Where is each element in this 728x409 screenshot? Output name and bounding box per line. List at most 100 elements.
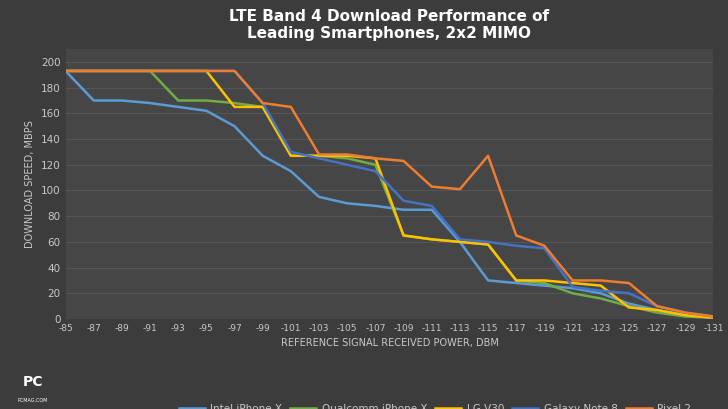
Qualcomm iPhone X xyxy=(343,156,352,161)
Galaxy Note 8 xyxy=(681,310,689,315)
LG V30 xyxy=(90,68,98,73)
Intel iPhone X xyxy=(117,98,126,103)
Galaxy Note 8 xyxy=(483,239,492,244)
Qualcomm iPhone X xyxy=(61,68,70,73)
Qualcomm iPhone X xyxy=(314,153,323,158)
Qualcomm iPhone X xyxy=(371,162,380,167)
Qualcomm iPhone X xyxy=(596,296,605,301)
Intel iPhone X xyxy=(61,68,70,73)
LG V30 xyxy=(258,104,267,109)
Qualcomm iPhone X xyxy=(653,310,662,315)
Intel iPhone X xyxy=(314,194,323,199)
LG V30 xyxy=(146,68,154,73)
Qualcomm iPhone X xyxy=(540,281,549,285)
LG V30 xyxy=(230,104,239,109)
Qualcomm iPhone X xyxy=(287,153,296,158)
Pixel 2 xyxy=(287,104,296,109)
Intel iPhone X xyxy=(146,101,154,106)
Qualcomm iPhone X xyxy=(399,233,408,238)
Galaxy Note 8 xyxy=(117,68,126,73)
Galaxy Note 8 xyxy=(399,198,408,203)
LG V30 xyxy=(399,233,408,238)
LG V30 xyxy=(569,281,577,285)
LG V30 xyxy=(371,156,380,161)
Pixel 2 xyxy=(90,68,98,73)
LG V30 xyxy=(314,153,323,158)
Intel iPhone X xyxy=(569,286,577,291)
Text: PCMAG.COM: PCMAG.COM xyxy=(17,398,48,402)
Qualcomm iPhone X xyxy=(174,98,183,103)
Intel iPhone X xyxy=(512,281,521,285)
Galaxy Note 8 xyxy=(146,68,154,73)
Pixel 2 xyxy=(371,156,380,161)
Pixel 2 xyxy=(569,278,577,283)
Legend: Intel iPhone X, Qualcomm iPhone X, LG V30, Galaxy Note 8, Pixel 2: Intel iPhone X, Qualcomm iPhone X, LG V3… xyxy=(175,400,695,409)
Intel iPhone X xyxy=(343,201,352,206)
Galaxy Note 8 xyxy=(540,246,549,251)
LG V30 xyxy=(709,315,718,320)
Pixel 2 xyxy=(343,152,352,157)
Galaxy Note 8 xyxy=(202,68,210,73)
Galaxy Note 8 xyxy=(287,149,296,154)
Pixel 2 xyxy=(399,158,408,163)
Pixel 2 xyxy=(540,243,549,248)
LG V30 xyxy=(512,278,521,283)
Intel iPhone X xyxy=(371,203,380,208)
Intel iPhone X xyxy=(625,301,633,306)
Galaxy Note 8 xyxy=(456,237,464,242)
Pixel 2 xyxy=(456,187,464,192)
Qualcomm iPhone X xyxy=(625,304,633,309)
Qualcomm iPhone X xyxy=(569,291,577,296)
Pixel 2 xyxy=(596,278,605,283)
Line: Pixel 2: Pixel 2 xyxy=(66,71,713,317)
LG V30 xyxy=(427,237,436,242)
Line: LG V30: LG V30 xyxy=(66,71,713,318)
LG V30 xyxy=(287,153,296,158)
Intel iPhone X xyxy=(540,283,549,288)
Pixel 2 xyxy=(230,68,239,73)
Galaxy Note 8 xyxy=(371,169,380,174)
LG V30 xyxy=(174,68,183,73)
Galaxy Note 8 xyxy=(709,314,718,319)
Intel iPhone X xyxy=(399,207,408,212)
Pixel 2 xyxy=(258,101,267,106)
Pixel 2 xyxy=(681,310,689,315)
Galaxy Note 8 xyxy=(569,284,577,289)
Galaxy Note 8 xyxy=(625,291,633,296)
Galaxy Note 8 xyxy=(512,243,521,248)
Galaxy Note 8 xyxy=(653,304,662,309)
Intel iPhone X xyxy=(681,313,689,318)
Galaxy Note 8 xyxy=(258,101,267,106)
Intel iPhone X xyxy=(90,98,98,103)
Galaxy Note 8 xyxy=(90,68,98,73)
Intel iPhone X xyxy=(174,104,183,109)
Pixel 2 xyxy=(117,68,126,73)
LG V30 xyxy=(117,68,126,73)
Intel iPhone X xyxy=(653,308,662,312)
LG V30 xyxy=(653,308,662,312)
Qualcomm iPhone X xyxy=(456,239,464,244)
Galaxy Note 8 xyxy=(427,203,436,208)
LG V30 xyxy=(596,283,605,288)
Pixel 2 xyxy=(146,68,154,73)
Qualcomm iPhone X xyxy=(230,101,239,106)
Intel iPhone X xyxy=(258,153,267,158)
Pixel 2 xyxy=(709,314,718,319)
Qualcomm iPhone X xyxy=(483,242,492,247)
Intel iPhone X xyxy=(483,278,492,283)
Line: Qualcomm iPhone X: Qualcomm iPhone X xyxy=(66,71,713,318)
Title: LTE Band 4 Download Performance of
Leading Smartphones, 2x2 MIMO: LTE Band 4 Download Performance of Leadi… xyxy=(229,9,550,41)
Qualcomm iPhone X xyxy=(117,68,126,73)
Pixel 2 xyxy=(61,68,70,73)
Qualcomm iPhone X xyxy=(90,68,98,73)
Intel iPhone X xyxy=(230,124,239,129)
Text: PC: PC xyxy=(23,375,43,389)
LG V30 xyxy=(681,313,689,318)
Intel iPhone X xyxy=(202,108,210,113)
Galaxy Note 8 xyxy=(61,68,70,73)
LG V30 xyxy=(343,153,352,158)
Galaxy Note 8 xyxy=(174,68,183,73)
Galaxy Note 8 xyxy=(596,288,605,293)
Intel iPhone X xyxy=(287,169,296,174)
Pixel 2 xyxy=(512,233,521,238)
